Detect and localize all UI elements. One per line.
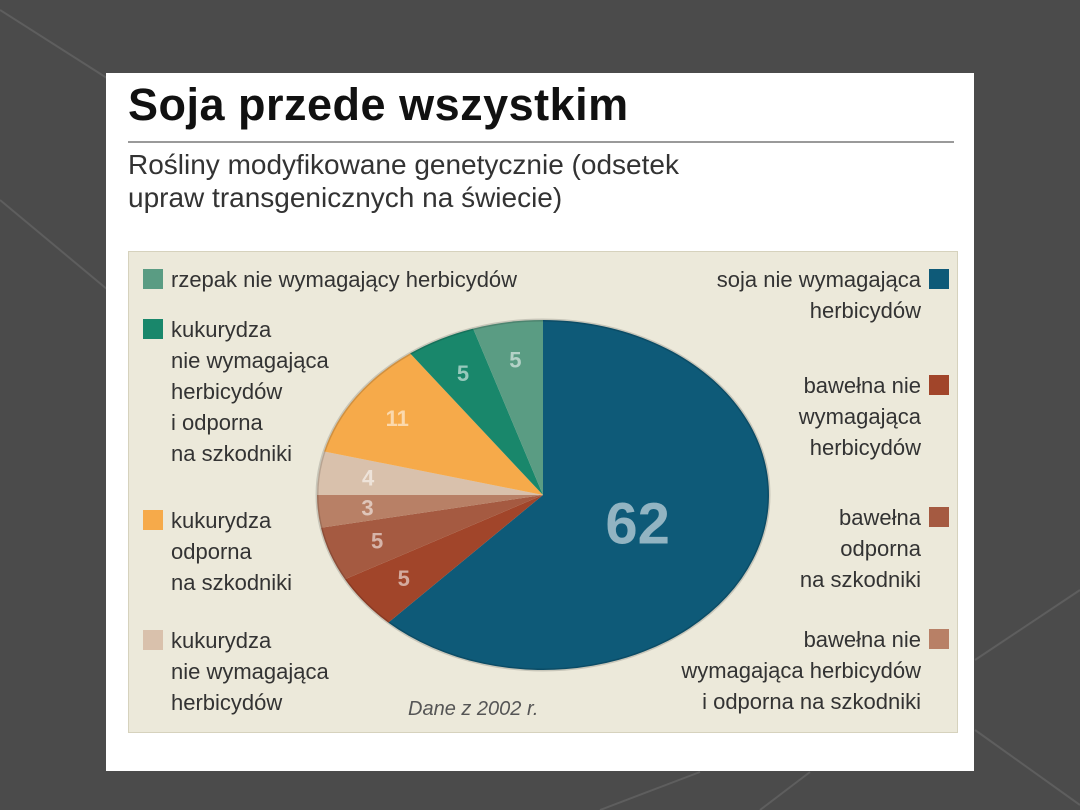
title-divider xyxy=(128,141,954,143)
legend-text: bawełna nie wymagająca herbicydów xyxy=(798,373,921,460)
chart-title: Soja przede wszystkim xyxy=(128,79,629,130)
legend-text: kukurydza nie wymagająca herbicydów xyxy=(171,628,329,715)
legend-swatch xyxy=(929,269,949,289)
infographic-card: Soja przede wszystkim Rośliny modyfikowa… xyxy=(106,73,974,771)
legend-item-kukurydza-szkodniki: kukurydza odporna na szkodniki xyxy=(143,505,292,598)
legend-swatch xyxy=(143,319,163,339)
pie-slice-value-label: 62 xyxy=(605,492,670,557)
legend-text: bawełna odporna na szkodniki xyxy=(799,505,921,592)
legend-swatch xyxy=(143,630,163,650)
legend-item-kukurydza-herbicydy-szkodniki: kukurydza nie wymagająca herbicydów i od… xyxy=(143,314,329,469)
subtitle-line: Rośliny modyfikowane genetycznie (odsete… xyxy=(128,149,679,180)
subtitle-line: upraw transgenicznych na świecie) xyxy=(128,182,563,213)
legend-swatch xyxy=(143,510,163,530)
legend-text: kukurydza odporna na szkodniki xyxy=(171,508,293,595)
pie-outline xyxy=(315,318,771,672)
pie-slice-value-label: 4 xyxy=(362,465,375,490)
legend-swatch xyxy=(929,375,949,395)
pie-slice xyxy=(317,495,543,528)
legend-swatch xyxy=(929,629,949,649)
pie-slice-value-label: 3 xyxy=(361,495,373,520)
legend-text: bawełna nie wymagająca herbicydów i odpo… xyxy=(681,627,921,714)
legend-item-rzepak: rzepak nie wymagający herbicydów xyxy=(143,264,517,295)
legend-item-kukurydza-herbicydy: kukurydza nie wymagająca herbicydów xyxy=(143,625,329,718)
pie-slice xyxy=(344,495,543,623)
pie-slice xyxy=(410,328,543,495)
chart-panel: 62 5 5 3 4 11 5 5 rzepak nie wymagający herbicy… xyxy=(128,251,958,733)
data-source-note: Dane z 2002 r. xyxy=(408,698,539,720)
legend-item-bawelna-szkodniki: bawełna odporna na szkodniki xyxy=(800,502,949,595)
legend-text: rzepak nie wymagający herbicydów xyxy=(171,267,518,292)
pie-slice xyxy=(317,451,543,495)
legend-text: soja nie wymagająca herbicydów xyxy=(716,267,921,323)
legend-item-bawelna-herbicydy: bawełna nie wymagająca herbicydów xyxy=(799,370,949,463)
pie-slice-value-label: 11 xyxy=(386,406,409,431)
pie-slice xyxy=(324,353,543,495)
legend-item-bawelna-herbicydy-szkodniki: bawełna nie wymagająca herbicydów i odpo… xyxy=(681,624,949,717)
pie-slice xyxy=(388,320,769,670)
legend-item-soja: soja nie wymagająca herbicydów xyxy=(717,264,949,326)
chart-subtitle: Rośliny modyfikowane genetycznie (odsete… xyxy=(128,148,928,214)
pie-slice xyxy=(321,495,543,580)
legend-swatch xyxy=(143,269,163,289)
pie-slice-value-label: 5 xyxy=(457,361,469,386)
pie-slice-value-label: 5 xyxy=(509,348,521,373)
pie-slice-value-label: 5 xyxy=(371,529,383,554)
pie-slice xyxy=(473,320,543,495)
legend-text: kukurydza nie wymagająca herbicydów i od… xyxy=(171,317,329,466)
legend-swatch xyxy=(929,507,949,527)
pie-slice-value-label: 5 xyxy=(398,566,410,591)
